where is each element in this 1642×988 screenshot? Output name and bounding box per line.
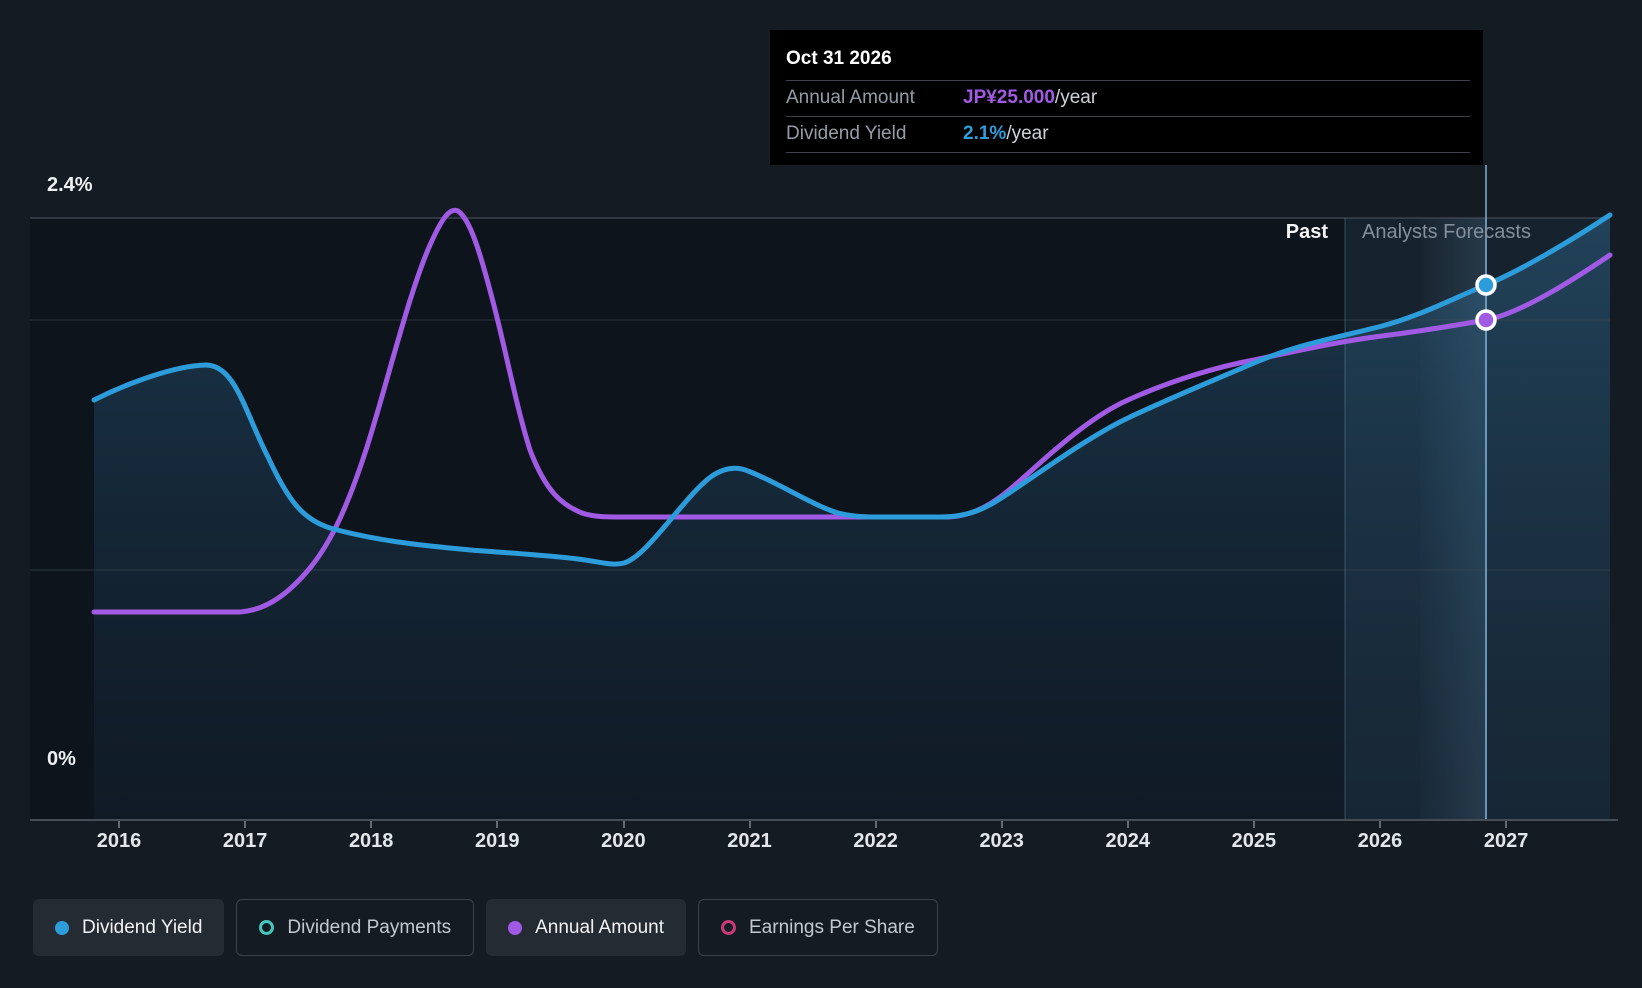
x-axis-year-label: 2025 <box>1231 830 1277 852</box>
chart-legend: Dividend Yield Dividend Payments Annual … <box>33 899 938 956</box>
x-axis-year-label: 2020 <box>601 830 646 852</box>
annual-amount-line <box>91 207 1613 615</box>
x-axis-year-label: 2022 <box>853 830 898 852</box>
tooltip-label: Dividend Yield <box>786 123 907 144</box>
x-axis-year-label: 2018 <box>348 830 394 852</box>
x-axis-year-label: 2016 <box>96 830 142 852</box>
x-axis-year-label: 2021 <box>727 830 772 852</box>
past-region-label: Past <box>1285 221 1328 243</box>
dividend-payments-marker-icon <box>259 920 275 935</box>
legend-item-dividend-payments[interactable]: Dividend Payments <box>236 899 475 956</box>
legend-item-annual-amount[interactable]: Annual Amount <box>486 899 686 956</box>
dividend-yield-marker-icon <box>55 920 69 935</box>
legend-item-earnings-per-share[interactable]: Earnings Per Share <box>698 899 938 956</box>
x-axis-ticks <box>118 821 1507 828</box>
tooltip-suffix: /year <box>1006 123 1049 144</box>
tooltip-label: Annual Amount <box>786 87 915 108</box>
x-axis-year-label: 2023 <box>979 830 1024 852</box>
earnings-per-share-marker-icon <box>721 920 736 935</box>
x-axis-year-label: 2017 <box>222 830 268 852</box>
tooltip-row-dividend-yield: Dividend Yield 2.1%/year <box>786 116 1470 152</box>
tooltip-divider <box>786 152 1470 153</box>
x-axis-year-label: 2024 <box>1105 830 1151 852</box>
legend-item-label: Dividend Payments <box>287 916 452 938</box>
forecast-region-label: Analysts Forecasts <box>1362 221 1531 243</box>
x-axis-year-label: 2026 <box>1357 830 1403 852</box>
x-axis-year-label: 2027 <box>1483 830 1529 852</box>
dividend-yield-marker-dot[interactable] <box>1475 274 1497 296</box>
dividend-yield-line <box>91 212 1613 567</box>
legend-item-label: Earnings Per Share <box>749 916 915 938</box>
y-axis-zero-label: 0% <box>47 748 76 770</box>
tooltip-date: Oct 31 2026 <box>786 48 892 69</box>
tooltip-suffix: /year <box>1054 87 1098 108</box>
tooltip-value: 2.1% <box>963 123 1007 144</box>
tooltip-divider <box>786 80 1470 81</box>
tooltip-divider <box>786 116 1470 117</box>
tooltip-value: JP¥25.000 <box>963 87 1055 108</box>
annual-amount-marker-icon <box>508 920 523 935</box>
legend-item-dividend-yield[interactable]: Dividend Yield <box>33 899 225 956</box>
y-axis-top-label: 2.4% <box>47 174 93 196</box>
annual-amount-marker-dot[interactable] <box>1475 309 1497 331</box>
chart-tooltip: Oct 31 2026 Annual Amount JP¥25.000/year… <box>770 30 1483 165</box>
legend-item-label: Annual Amount <box>535 916 664 938</box>
legend-item-label: Dividend Yield <box>82 916 203 938</box>
x-axis-year-label: 2019 <box>475 830 520 852</box>
tooltip-row-annual-amount: Annual Amount JP¥25.000/year <box>786 80 1470 116</box>
